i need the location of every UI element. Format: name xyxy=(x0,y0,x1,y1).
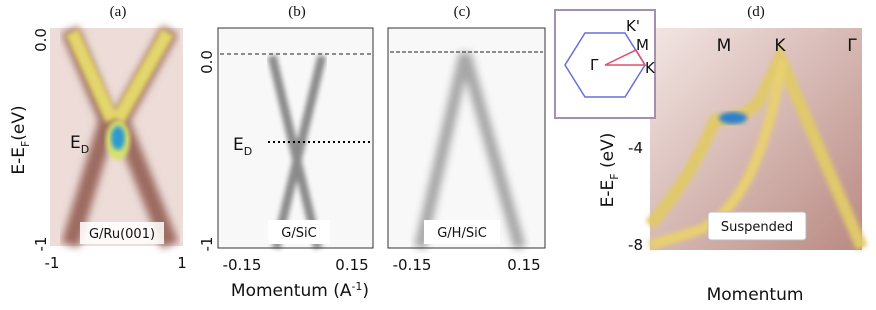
label-box xyxy=(424,220,500,244)
y-tick-label: -4 xyxy=(628,139,643,157)
y-tick-label: -1 xyxy=(198,237,216,252)
x-tick-label: 0.15 xyxy=(507,256,540,274)
panel-b: ED G/SiC (b) 0.0 -1 -0.15 0.15 xyxy=(198,4,374,274)
text: E-E xyxy=(9,147,29,175)
y-axis-label: E-EF(eV) xyxy=(9,105,32,174)
dirac-label: ED xyxy=(233,135,252,158)
sample-label: G/H/SiC xyxy=(437,226,487,241)
x-tick-label: -1 xyxy=(45,254,60,272)
panel-c: G/H/SiC (c) -0.15 0.15 xyxy=(387,4,546,274)
dirac-spot xyxy=(111,126,125,150)
panel-a: G/Ru(001) (a) ED 0.0 -1 -1 1 xyxy=(32,4,187,272)
x-axis-label: Momentum (A-1) xyxy=(231,280,369,301)
y-tick-label: -8 xyxy=(628,236,643,254)
y-tick-label: -1 xyxy=(32,237,50,252)
text: F xyxy=(608,173,621,179)
x-tick-label: 0.15 xyxy=(335,256,368,274)
panel-d: Suspended (d) M K Γ -4 -8 E-EF (eV) Mome… xyxy=(554,4,868,305)
text: D xyxy=(244,145,252,158)
label-box xyxy=(268,220,330,244)
point-label: K xyxy=(774,36,786,56)
text: E xyxy=(70,133,81,153)
band xyxy=(65,28,175,124)
panel-label: (c) xyxy=(454,4,471,20)
band xyxy=(267,54,327,250)
text: (eV) xyxy=(598,133,618,174)
point-label: K' xyxy=(626,17,640,35)
sample-label: Suspended xyxy=(721,220,793,235)
text: D xyxy=(81,143,89,156)
brillouin-zone xyxy=(564,32,646,98)
panel-label: (b) xyxy=(288,4,306,20)
text: Momentum (A xyxy=(231,281,352,301)
label-box xyxy=(80,222,164,244)
text: -1 xyxy=(351,280,362,293)
text: E xyxy=(233,135,244,155)
x-axis-label: Momentum xyxy=(707,285,804,305)
path xyxy=(604,49,647,66)
band xyxy=(414,52,526,250)
text: ) xyxy=(362,281,369,301)
inset-frame xyxy=(554,9,656,119)
sample-label: G/Ru(001) xyxy=(89,227,155,242)
y-tick-label: 0.0 xyxy=(198,50,216,74)
y-axis-label: E-EF (eV) xyxy=(598,133,621,208)
sample-label: G/SiC xyxy=(281,226,316,241)
label-box xyxy=(707,211,807,241)
band xyxy=(645,43,868,251)
point-label: Γ xyxy=(847,36,857,56)
point-label: M xyxy=(636,36,649,54)
point-label: M xyxy=(717,36,732,56)
text: F xyxy=(19,141,32,147)
dirac-label: ED xyxy=(70,133,89,156)
band-spot xyxy=(719,112,747,124)
x-tick-label: -0.15 xyxy=(393,256,432,274)
x-tick-label: 1 xyxy=(177,254,187,272)
point-label: K xyxy=(645,59,656,77)
panel-label: (a) xyxy=(110,4,127,20)
panel-label: (d) xyxy=(747,4,765,20)
x-tick-label: -0.15 xyxy=(223,256,262,274)
text: (eV) xyxy=(9,105,29,140)
y-tick-label: 0.0 xyxy=(32,28,50,52)
inset: K' M Γ K xyxy=(554,9,656,119)
point-label: Γ xyxy=(590,56,599,74)
text: E-E xyxy=(598,180,618,208)
